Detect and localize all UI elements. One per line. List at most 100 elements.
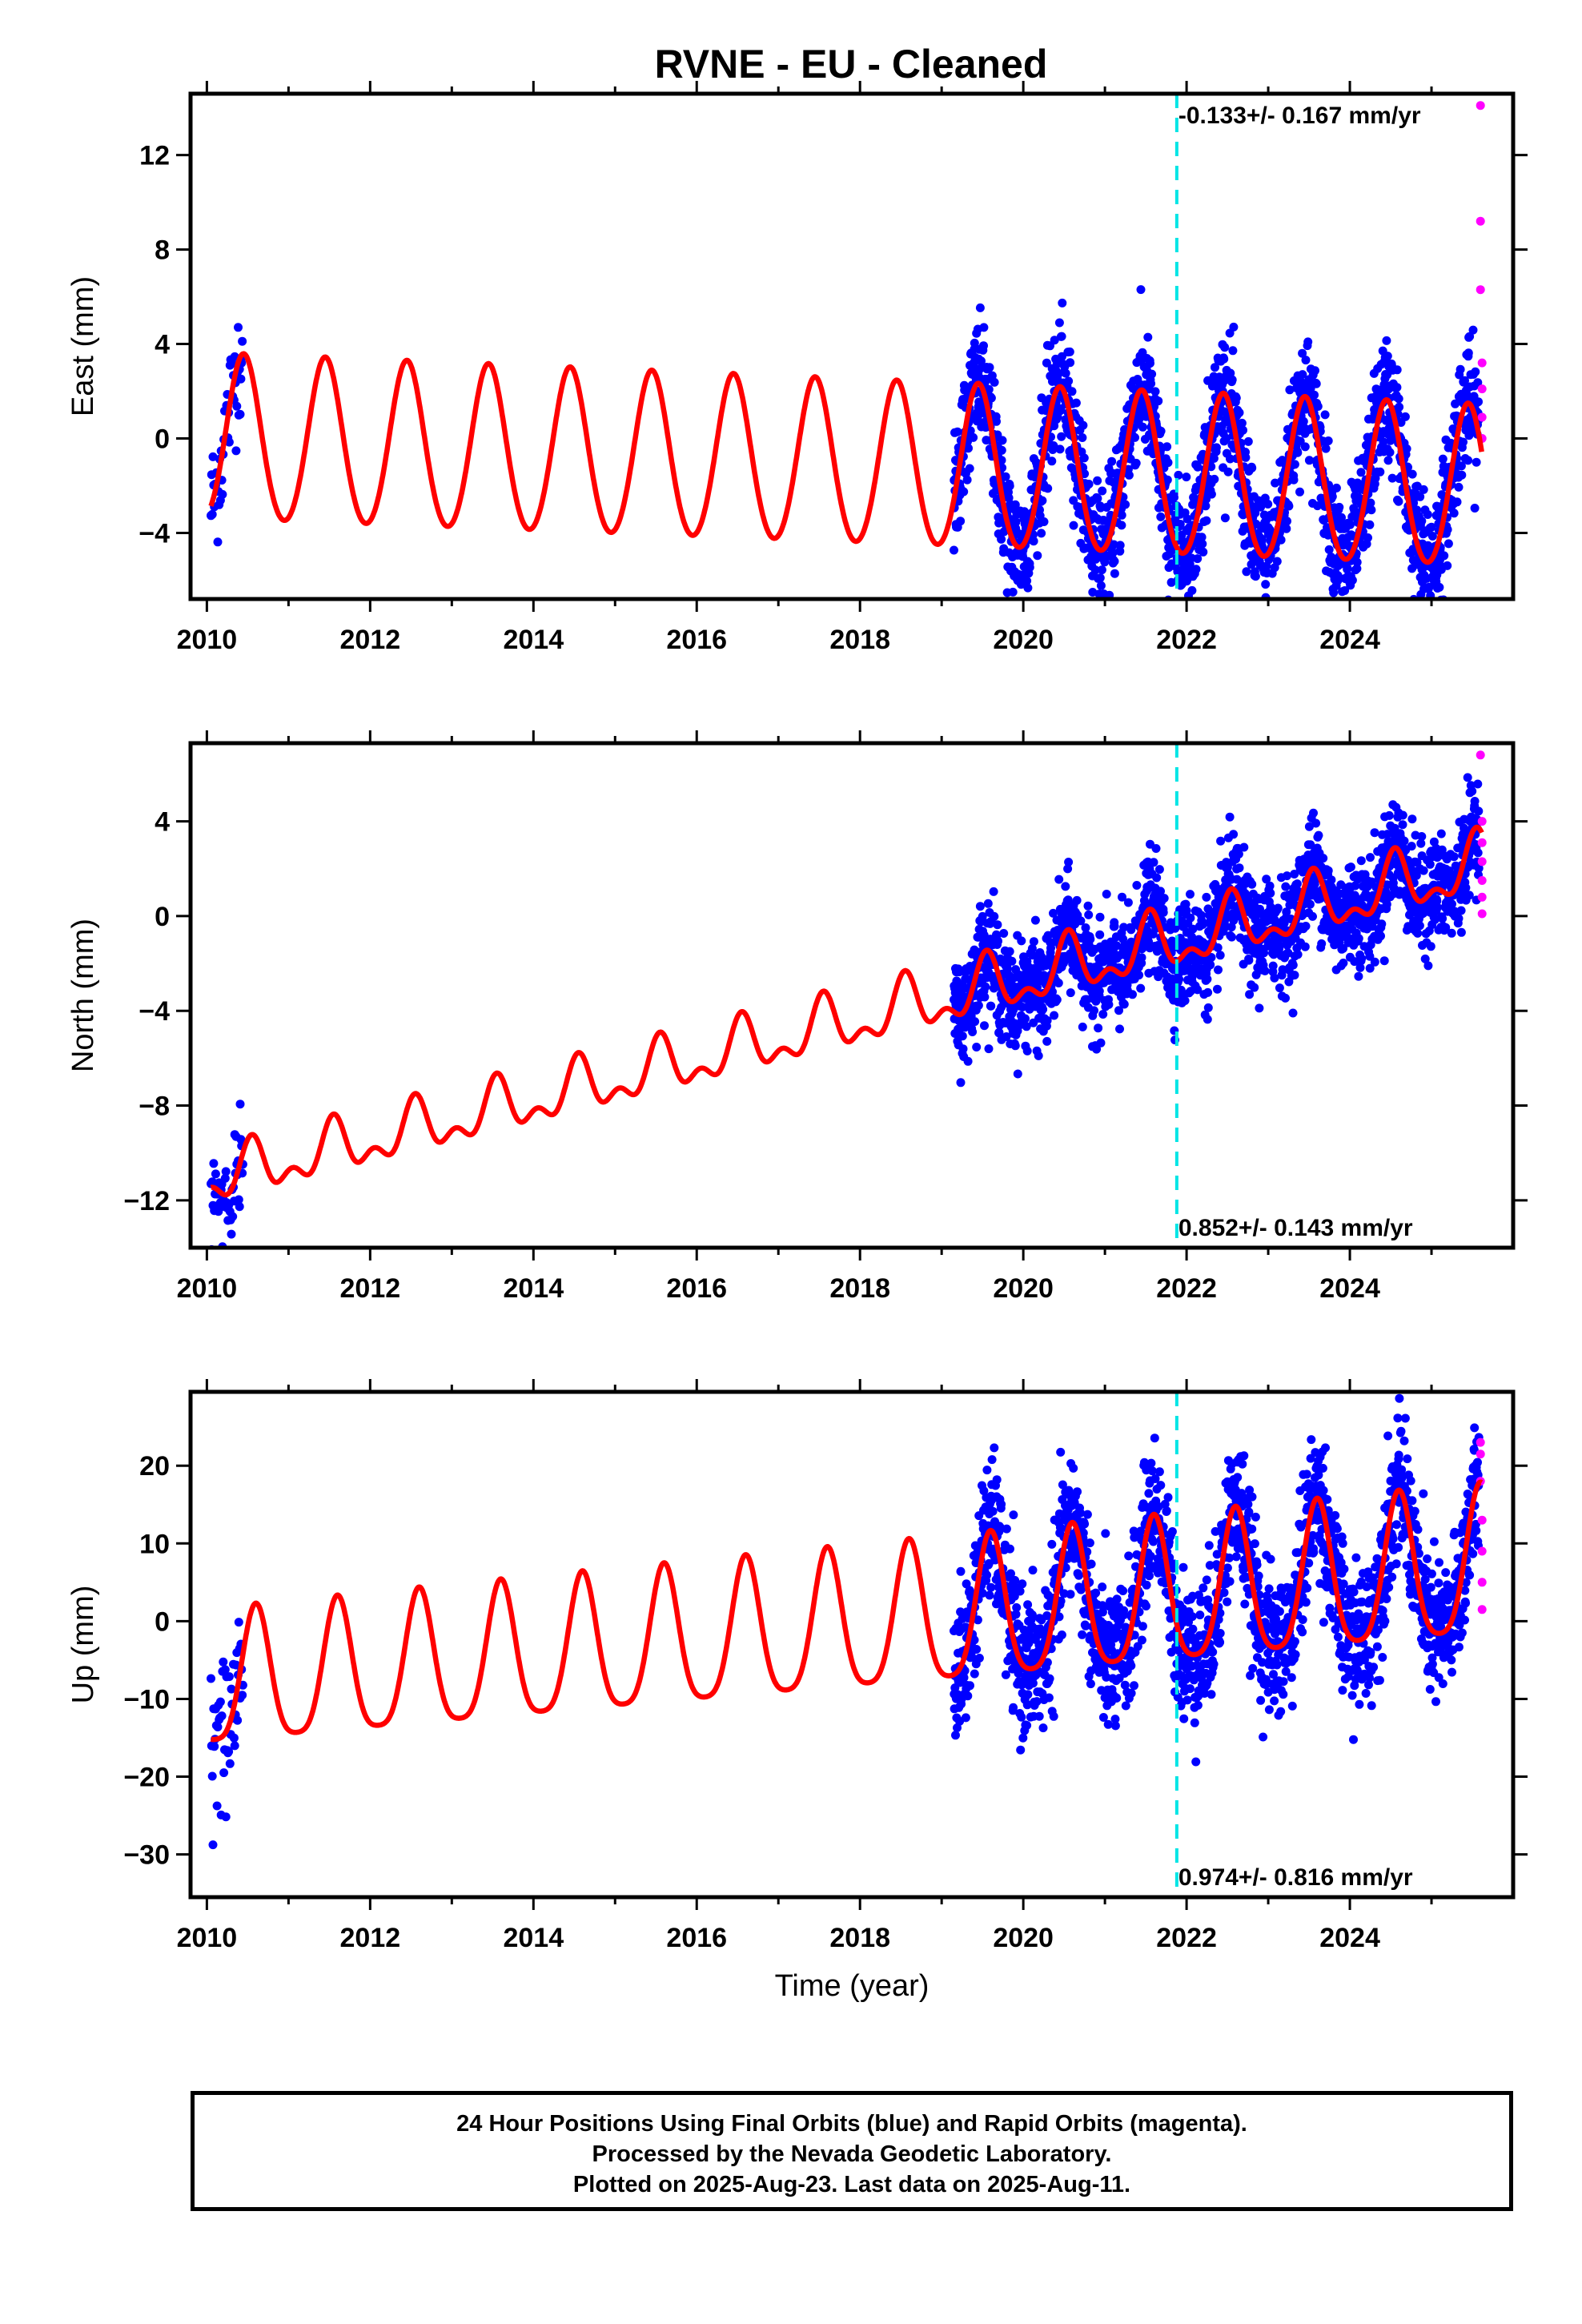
- y-tick-label: −8: [139, 1092, 170, 1122]
- data-point: [1346, 862, 1355, 872]
- data-point: [1439, 551, 1449, 561]
- data-point: [1308, 911, 1317, 921]
- data-point: [1354, 934, 1363, 943]
- figure-title: RVNE - EU - Cleaned: [655, 42, 1048, 86]
- data-point: [1137, 953, 1146, 963]
- data-point: [974, 1654, 984, 1663]
- data-point: [1223, 467, 1233, 476]
- data-point: [1289, 475, 1299, 485]
- data-point: [1459, 437, 1468, 447]
- data-point: [1130, 432, 1139, 442]
- x-tick-label: 2012: [340, 1273, 401, 1304]
- data-point: [1443, 525, 1452, 534]
- data-point: [1058, 298, 1067, 308]
- data-point: [211, 1169, 220, 1179]
- data-point: [1320, 410, 1330, 420]
- data-point: [1273, 903, 1283, 913]
- data-point: [1126, 1688, 1136, 1698]
- data-point: [1115, 541, 1125, 550]
- data-point: [1090, 1006, 1098, 1015]
- data-point: [1078, 1022, 1087, 1031]
- data-point: [1293, 950, 1303, 959]
- data-point: [1288, 960, 1298, 970]
- rapid-point: [1476, 101, 1485, 111]
- data-point: [213, 1723, 223, 1731]
- data-point: [1030, 915, 1040, 925]
- data-point: [1134, 971, 1144, 980]
- data-point: [235, 1202, 244, 1212]
- data-point: [1108, 604, 1117, 613]
- data-point: [1261, 580, 1271, 589]
- data-point: [1298, 370, 1307, 380]
- data-point: [1092, 623, 1101, 632]
- data-point: [1154, 865, 1164, 875]
- data-point: [1399, 836, 1409, 846]
- data-point: [1247, 463, 1257, 472]
- data-point: [966, 1681, 974, 1691]
- data-point: [1210, 474, 1219, 484]
- data-point: [1256, 502, 1266, 512]
- data-point: [225, 1759, 235, 1768]
- data-point: [221, 1812, 231, 1822]
- data-point: [1170, 493, 1178, 502]
- data-point: [1323, 436, 1333, 445]
- data-point: [1251, 572, 1260, 581]
- data-point: [1385, 448, 1395, 457]
- data-point: [1097, 565, 1106, 575]
- data-point: [227, 1229, 236, 1239]
- data-point: [1110, 557, 1119, 566]
- data-point: [1008, 587, 1018, 597]
- data-point: [963, 1691, 973, 1701]
- data-point: [951, 1731, 960, 1740]
- data-point: [1339, 959, 1348, 967]
- data-point: [1227, 923, 1236, 932]
- data-point: [224, 437, 234, 447]
- y-tick-label: 0: [155, 424, 170, 454]
- data-point: [1022, 1721, 1032, 1730]
- data-point: [1130, 1681, 1138, 1691]
- data-point: [1150, 1433, 1159, 1443]
- data-point: [1086, 935, 1095, 944]
- final-orbit-points: [207, 101, 1487, 632]
- data-point: [1117, 521, 1126, 530]
- x-tick-label: 2010: [177, 625, 238, 655]
- x-tick-label: 2018: [829, 1273, 890, 1304]
- data-point: [1331, 483, 1341, 493]
- data-point: [1156, 887, 1165, 896]
- rapid-point: [1477, 857, 1487, 866]
- data-point: [1335, 502, 1344, 512]
- data-point: [1144, 1489, 1154, 1498]
- data-point: [1115, 1024, 1124, 1034]
- data-point: [1067, 387, 1077, 396]
- data-point: [1365, 963, 1375, 973]
- data-point: [1082, 1510, 1092, 1519]
- data-point: [207, 1674, 215, 1683]
- data-point: [1086, 1679, 1095, 1689]
- data-point: [1095, 912, 1105, 922]
- data-point: [1047, 1539, 1057, 1549]
- data-point: [1456, 906, 1466, 915]
- data-point: [1365, 951, 1375, 961]
- data-point: [1163, 1493, 1173, 1502]
- rapid-point: [1477, 358, 1487, 368]
- data-point: [1009, 1510, 1018, 1520]
- data-point: [1110, 1721, 1120, 1731]
- data-point: [987, 1455, 997, 1465]
- data-point: [1163, 458, 1173, 468]
- data-point: [997, 445, 1006, 455]
- data-point: [1081, 923, 1090, 932]
- data-point: [1365, 520, 1375, 529]
- data-point: [1281, 993, 1290, 1003]
- rapid-point: [1476, 750, 1485, 760]
- data-point: [1473, 378, 1483, 388]
- data-point: [1080, 1519, 1090, 1529]
- panel-north: 2010 2012 2014 2016 2018 2020 2022 202440−4−8−1…: [66, 730, 1528, 1304]
- data-point: [1407, 814, 1417, 824]
- rapid-point: [1477, 817, 1487, 826]
- data-point: [1022, 1022, 1031, 1031]
- data-point: [1167, 1527, 1177, 1536]
- data-point: [1186, 890, 1195, 899]
- data-point: [1220, 343, 1230, 352]
- data-point: [1281, 882, 1291, 891]
- data-point: [1056, 405, 1066, 415]
